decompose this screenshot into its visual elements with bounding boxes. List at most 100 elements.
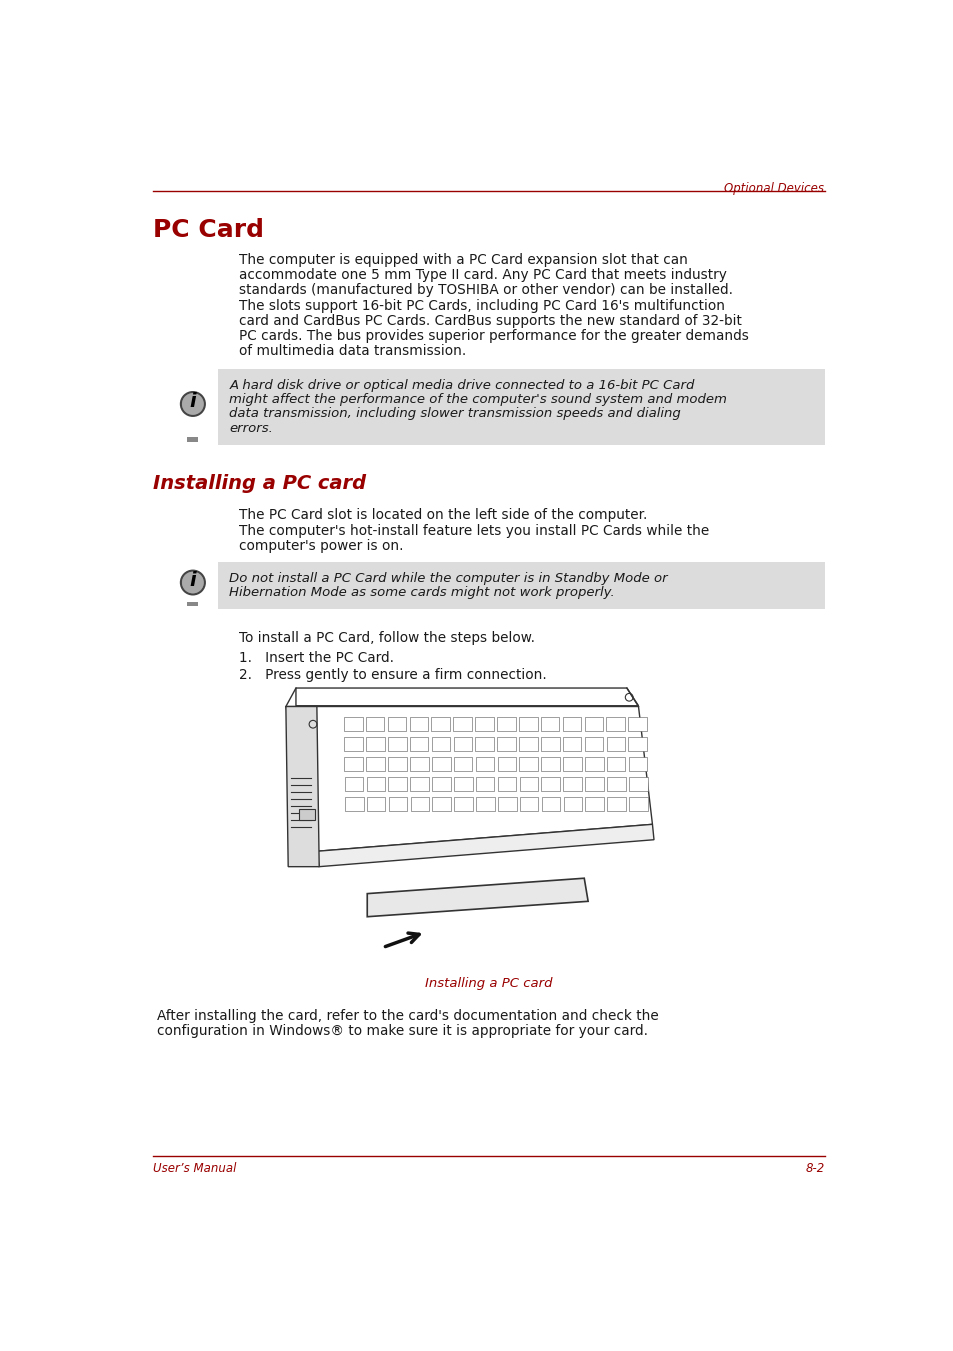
Polygon shape (476, 777, 494, 790)
Polygon shape (431, 716, 450, 731)
Polygon shape (410, 797, 429, 811)
Polygon shape (562, 757, 581, 770)
Polygon shape (562, 736, 581, 751)
Text: The PC Card slot is located on the left side of the computer.: The PC Card slot is located on the left … (239, 508, 647, 523)
Polygon shape (286, 707, 319, 867)
Polygon shape (410, 757, 428, 770)
Text: PC cards. The bus provides superior performance for the greater demands: PC cards. The bus provides superior perf… (239, 330, 748, 343)
Polygon shape (298, 809, 314, 820)
Text: Installing a PC card: Installing a PC card (425, 977, 552, 990)
Text: 1.   Insert the PC Card.: 1. Insert the PC Card. (239, 651, 394, 665)
Polygon shape (366, 797, 385, 811)
Text: errors.: errors. (229, 422, 273, 435)
Polygon shape (388, 797, 407, 811)
Polygon shape (497, 716, 516, 731)
Text: After installing the card, refer to the card's documentation and check the: After installing the card, refer to the … (157, 1009, 659, 1023)
Polygon shape (628, 716, 646, 731)
Polygon shape (584, 757, 603, 770)
Polygon shape (540, 736, 559, 751)
Text: The computer is equipped with a PC Card expansion slot that can: The computer is equipped with a PC Card … (239, 253, 687, 267)
Polygon shape (476, 797, 495, 811)
Polygon shape (344, 736, 362, 751)
Polygon shape (345, 797, 363, 811)
Text: configuration in Windows® to make sure it is appropriate for your card.: configuration in Windows® to make sure i… (157, 1024, 647, 1039)
Polygon shape (388, 757, 406, 770)
Polygon shape (540, 716, 558, 731)
Text: data transmission, including slower transmission speeds and dialing: data transmission, including slower tran… (229, 408, 680, 420)
FancyBboxPatch shape (218, 562, 823, 609)
Text: A hard disk drive or optical media drive connected to a 16-bit PC Card: A hard disk drive or optical media drive… (229, 378, 694, 392)
Text: Optional Devices: Optional Devices (723, 182, 823, 195)
Polygon shape (606, 716, 624, 731)
Polygon shape (519, 777, 537, 790)
Text: i: i (190, 392, 196, 411)
Polygon shape (410, 736, 428, 751)
Polygon shape (518, 716, 537, 731)
Text: 8-2: 8-2 (804, 1162, 823, 1174)
Circle shape (181, 392, 205, 416)
Text: i: i (190, 570, 196, 590)
Polygon shape (344, 777, 363, 790)
Polygon shape (606, 777, 625, 790)
Polygon shape (367, 878, 587, 917)
FancyBboxPatch shape (187, 438, 198, 442)
Circle shape (182, 571, 204, 593)
Polygon shape (584, 777, 603, 790)
Text: User’s Manual: User’s Manual (153, 1162, 236, 1174)
Polygon shape (628, 777, 647, 790)
Text: The slots support 16-bit PC Cards, including PC Card 16's multifunction: The slots support 16-bit PC Cards, inclu… (239, 299, 724, 312)
Polygon shape (475, 716, 494, 731)
Polygon shape (344, 757, 363, 770)
Polygon shape (563, 797, 581, 811)
Polygon shape (366, 777, 385, 790)
Polygon shape (316, 824, 654, 867)
Polygon shape (497, 797, 516, 811)
Polygon shape (518, 757, 537, 770)
Polygon shape (584, 716, 602, 731)
Polygon shape (286, 707, 652, 851)
Polygon shape (584, 736, 602, 751)
Polygon shape (563, 777, 581, 790)
Text: of multimedia data transmission.: of multimedia data transmission. (239, 345, 466, 358)
Polygon shape (432, 777, 450, 790)
Polygon shape (432, 736, 450, 751)
Polygon shape (388, 777, 407, 790)
Polygon shape (497, 736, 516, 751)
Polygon shape (541, 797, 559, 811)
Text: PC Card: PC Card (153, 218, 264, 242)
Polygon shape (409, 716, 428, 731)
Polygon shape (540, 757, 559, 770)
Text: standards (manufactured by TOSHIBA or other vendor) can be installed.: standards (manufactured by TOSHIBA or ot… (239, 284, 733, 297)
Text: computer's power is on.: computer's power is on. (239, 539, 403, 553)
Polygon shape (606, 736, 624, 751)
Polygon shape (453, 736, 472, 751)
Polygon shape (628, 736, 646, 751)
Circle shape (182, 393, 204, 415)
Polygon shape (432, 797, 451, 811)
Polygon shape (366, 716, 384, 731)
Polygon shape (518, 736, 537, 751)
Polygon shape (454, 797, 473, 811)
Polygon shape (629, 797, 647, 811)
Polygon shape (387, 716, 406, 731)
Polygon shape (628, 757, 647, 770)
Polygon shape (497, 777, 516, 790)
Text: card and CardBus PC Cards. CardBus supports the new standard of 32-bit: card and CardBus PC Cards. CardBus suppo… (239, 313, 741, 328)
Polygon shape (453, 716, 472, 731)
Polygon shape (476, 757, 494, 770)
Text: To install a PC Card, follow the steps below.: To install a PC Card, follow the steps b… (239, 631, 535, 644)
Text: The computer's hot-install feature lets you install PC Cards while the: The computer's hot-install feature lets … (239, 524, 709, 538)
Polygon shape (475, 736, 494, 751)
Polygon shape (606, 757, 625, 770)
FancyBboxPatch shape (187, 601, 198, 607)
Polygon shape (432, 757, 450, 770)
Polygon shape (410, 777, 429, 790)
Text: 2.   Press gently to ensure a firm connection.: 2. Press gently to ensure a firm connect… (239, 667, 547, 682)
Polygon shape (454, 757, 472, 770)
Text: Installing a PC card: Installing a PC card (153, 474, 366, 493)
Text: Do not install a PC Card while the computer is in Standby Mode or: Do not install a PC Card while the compu… (229, 571, 667, 585)
Polygon shape (497, 757, 516, 770)
Polygon shape (562, 716, 580, 731)
Circle shape (181, 570, 205, 594)
Polygon shape (388, 736, 406, 751)
